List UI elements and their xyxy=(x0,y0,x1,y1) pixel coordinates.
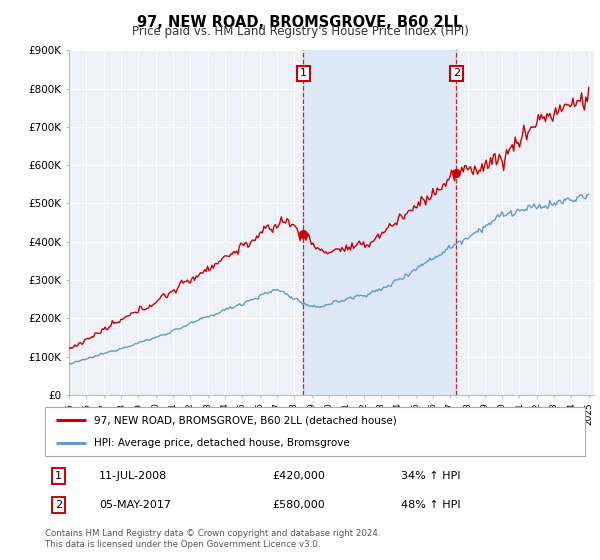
Text: £580,000: £580,000 xyxy=(272,500,325,510)
Text: 97, NEW ROAD, BROMSGROVE, B60 2LL: 97, NEW ROAD, BROMSGROVE, B60 2LL xyxy=(137,15,463,30)
Bar xyxy=(304,50,456,395)
Text: £420,000: £420,000 xyxy=(272,471,325,481)
Text: 48% ↑ HPI: 48% ↑ HPI xyxy=(401,500,461,510)
Text: 34% ↑ HPI: 34% ↑ HPI xyxy=(401,471,461,481)
Text: 2: 2 xyxy=(55,500,62,510)
Text: Contains HM Land Registry data © Crown copyright and database right 2024.
This d: Contains HM Land Registry data © Crown c… xyxy=(45,529,380,549)
Text: 1: 1 xyxy=(55,471,62,481)
Text: 11-JUL-2008: 11-JUL-2008 xyxy=(99,471,167,481)
Text: HPI: Average price, detached house, Bromsgrove: HPI: Average price, detached house, Brom… xyxy=(94,438,349,448)
Text: 2: 2 xyxy=(452,68,460,78)
Text: Price paid vs. HM Land Registry's House Price Index (HPI): Price paid vs. HM Land Registry's House … xyxy=(131,25,469,38)
Text: 05-MAY-2017: 05-MAY-2017 xyxy=(99,500,171,510)
Text: 1: 1 xyxy=(300,68,307,78)
Text: 97, NEW ROAD, BROMSGROVE, B60 2LL (detached house): 97, NEW ROAD, BROMSGROVE, B60 2LL (detac… xyxy=(94,416,397,426)
